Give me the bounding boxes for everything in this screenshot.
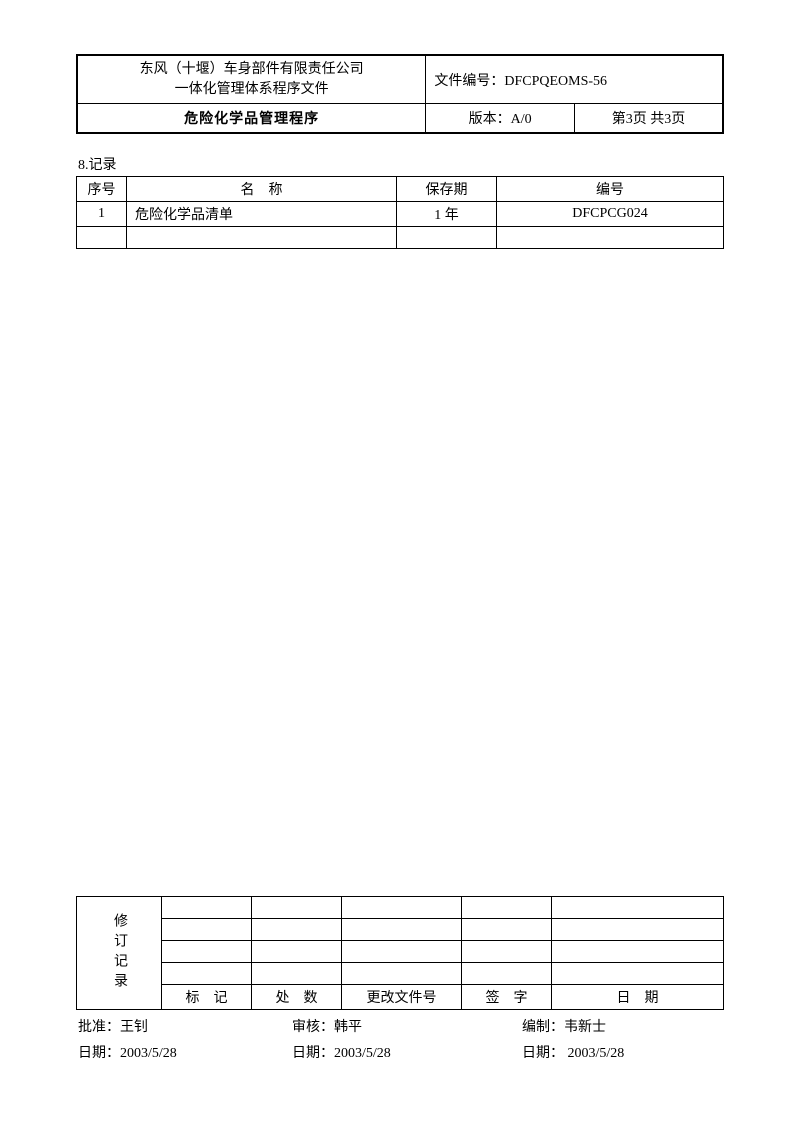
- rev-cell: [552, 963, 724, 985]
- prepare-label: 编制：: [522, 1020, 564, 1035]
- company-block: 东风（十堰）车身部件有限责任公司 一体化管理体系程序文件: [86, 60, 417, 99]
- rev-cell: [342, 919, 462, 941]
- doc-title: 危险化学品管理程序: [77, 104, 426, 134]
- rev-cell: [342, 963, 462, 985]
- rev-cell: [252, 897, 342, 919]
- rev-cell: [462, 897, 552, 919]
- rev-h-mark: 标 记: [162, 985, 252, 1010]
- review-label: 审核：: [292, 1020, 334, 1035]
- rev-cell: [342, 941, 462, 963]
- records-header-row: 序号 名 称 保存期 编号: [77, 177, 724, 202]
- prepare-date: 2003/5/28: [564, 1046, 624, 1061]
- cell-name: 危险化学品清单: [127, 202, 397, 227]
- rev-cell: [162, 963, 252, 985]
- rev-cell: [252, 963, 342, 985]
- table-row: [77, 227, 724, 249]
- rev-cell: [462, 963, 552, 985]
- revision-label: 修订记录: [77, 897, 162, 1010]
- version-value: A/0: [511, 112, 532, 127]
- revision-table: 修订记录 标 记 处 数 更改文件号 签 字 日 期: [76, 896, 724, 1010]
- rev-cell: [162, 941, 252, 963]
- footer-block: 修订记录 标 记 处 数 更改文件号 签 字 日 期 批准：王钊 审核: [76, 896, 724, 1062]
- rev-cell: [162, 897, 252, 919]
- rev-cell: [462, 941, 552, 963]
- cell-period: [397, 227, 497, 249]
- col-code: 编号: [497, 177, 724, 202]
- prepare-name: 韦新士: [564, 1020, 606, 1035]
- rev-cell: [342, 897, 462, 919]
- approve-label: 批准：: [78, 1020, 120, 1035]
- cell-seq: [77, 227, 127, 249]
- rev-cell: [462, 919, 552, 941]
- company-line1: 东风（十堰）车身部件有限责任公司: [86, 60, 417, 80]
- rev-cell: [552, 919, 724, 941]
- date-label: 日期：: [522, 1046, 564, 1061]
- document-page: 东风（十堰）车身部件有限责任公司 一体化管理体系程序文件 文件编号：DFCPQE…: [0, 0, 800, 249]
- rev-cell: [162, 919, 252, 941]
- approval-dates-row: 日期：2003/5/28 日期：2003/5/28 日期： 2003/5/28: [76, 1042, 724, 1062]
- table-row: 1 危险化学品清单 1 年 DFCPCG024: [77, 202, 724, 227]
- col-name: 名 称: [127, 177, 397, 202]
- records-section-label: 8.记录: [76, 154, 724, 174]
- header-table: 东风（十堰）车身部件有限责任公司 一体化管理体系程序文件 文件编号：DFCPQE…: [76, 54, 724, 134]
- page-info: 第3页 共3页: [574, 104, 723, 134]
- cell-seq: 1: [77, 202, 127, 227]
- version-label: 版本：: [469, 112, 511, 127]
- cell-code: [497, 227, 724, 249]
- rev-cell: [552, 897, 724, 919]
- doc-no-value: DFCPQEOMS-56: [504, 74, 607, 89]
- rev-h-sign: 签 字: [462, 985, 552, 1010]
- cell-period: 1 年: [397, 202, 497, 227]
- rev-h-date: 日 期: [552, 985, 724, 1010]
- company-line2: 一体化管理体系程序文件: [86, 80, 417, 100]
- cell-name: [127, 227, 397, 249]
- date-label: 日期：: [78, 1046, 120, 1061]
- cell-code: DFCPCG024: [497, 202, 724, 227]
- date-label: 日期：: [292, 1046, 334, 1061]
- approve-date: 2003/5/28: [120, 1046, 177, 1061]
- doc-no-label: 文件编号：: [434, 74, 504, 89]
- records-table: 序号 名 称 保存期 编号 1 危险化学品清单 1 年 DFCPCG024: [76, 176, 724, 249]
- rev-h-count: 处 数: [252, 985, 342, 1010]
- rev-h-change: 更改文件号: [342, 985, 462, 1010]
- rev-cell: [252, 919, 342, 941]
- col-seq: 序号: [77, 177, 127, 202]
- revision-header-row: 标 记 处 数 更改文件号 签 字 日 期: [77, 985, 724, 1010]
- col-period: 保存期: [397, 177, 497, 202]
- rev-cell: [552, 941, 724, 963]
- review-date: 2003/5/28: [334, 1046, 391, 1061]
- approve-name: 王钊: [120, 1020, 148, 1035]
- rev-cell: [252, 941, 342, 963]
- approval-names-row: 批准：王钊 审核：韩平 编制：韦新士: [76, 1016, 724, 1036]
- review-name: 韩平: [334, 1020, 362, 1035]
